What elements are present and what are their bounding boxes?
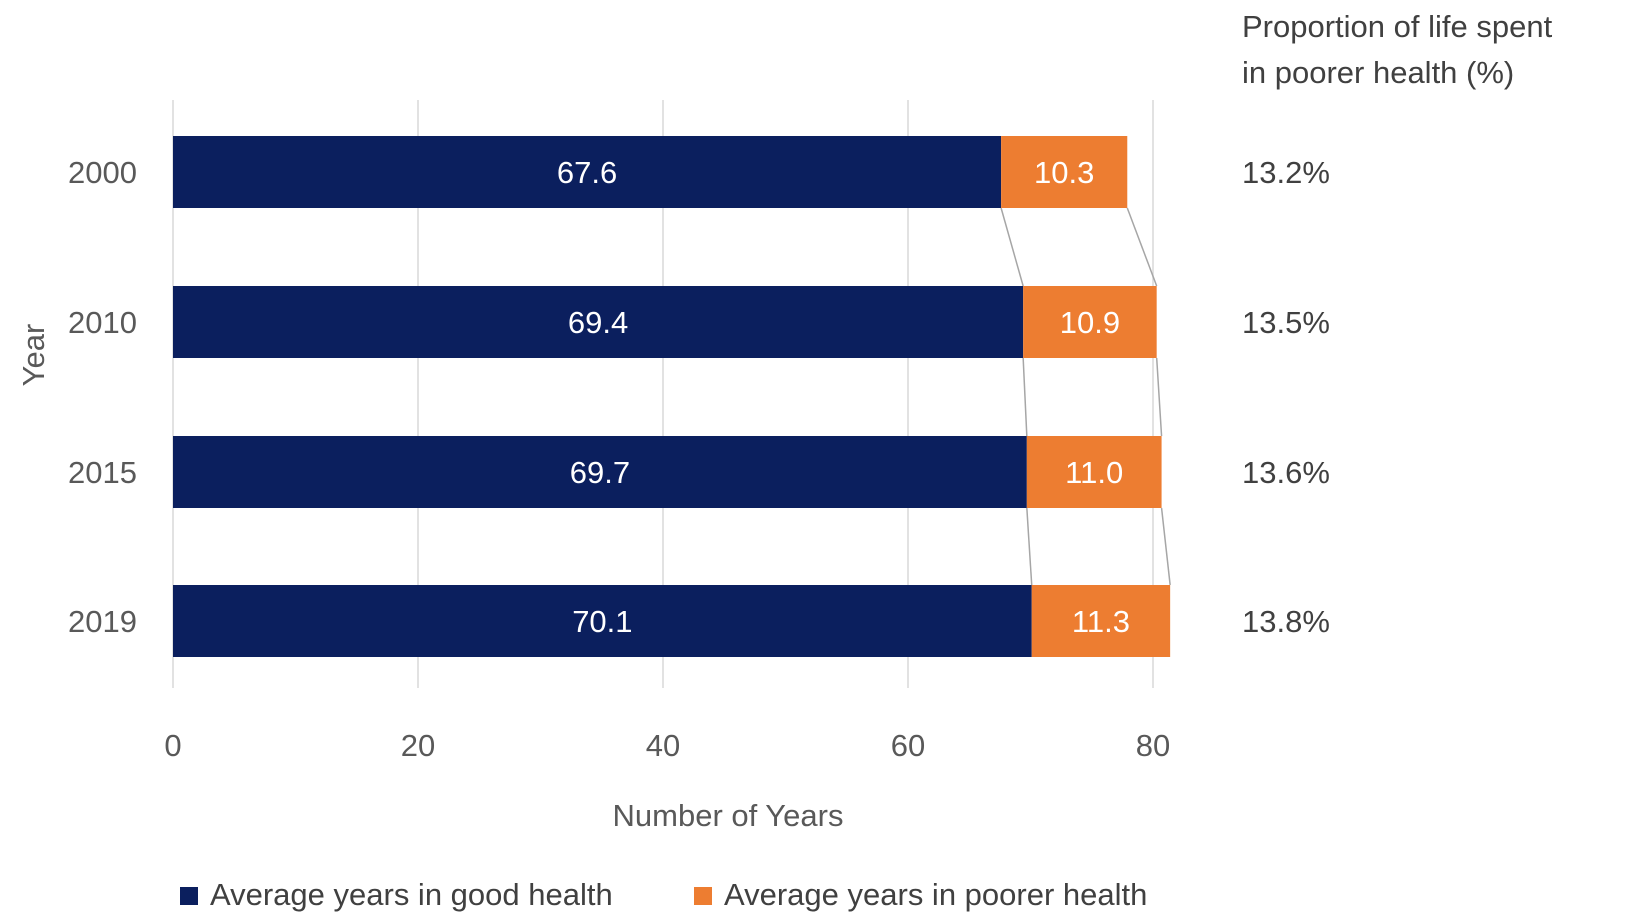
proportion-title-line-2: in poorer health (%)	[1242, 55, 1514, 90]
bar-poorer-health-2000	[1001, 136, 1128, 208]
bars	[173, 136, 1171, 657]
x-tick-label: 60	[891, 728, 925, 763]
x-tick-label: 40	[646, 728, 680, 763]
proportion-value: 13.2%	[1242, 155, 1330, 190]
connector-line	[1155, 357, 1163, 437]
bar-value-label: 69.7	[570, 455, 630, 490]
proportion-values: 13.2% 13.5% 13.6% 13.8%	[1242, 155, 1330, 639]
bar-connectors	[1000, 207, 1171, 586]
proportion-value: 13.6%	[1242, 455, 1330, 490]
bar-good-health-2010	[173, 286, 1024, 358]
x-tick-label: 0	[164, 728, 181, 763]
y-tick-labels: 2000 2010 2015 2019	[68, 155, 137, 639]
legend: Average years in good health Average yea…	[180, 877, 1147, 912]
legend-label-good-health: Average years in good health	[210, 877, 613, 912]
connector-line	[1026, 507, 1033, 586]
legend-label-poorer-health: Average years in poorer health	[724, 877, 1147, 912]
y-tick-label: 2015	[68, 455, 137, 490]
bar-value-label: 11.0	[1065, 455, 1123, 490]
bar-value-label: 67.6	[557, 155, 617, 190]
legend-swatch-good-health	[180, 887, 198, 905]
connector-line	[1000, 207, 1024, 287]
bar-good-health-2000	[173, 136, 1002, 208]
x-tick-label: 80	[1136, 728, 1170, 763]
y-axis-title: Year	[16, 324, 51, 387]
connector-line	[1160, 507, 1171, 586]
bar-value-label: 11.3	[1072, 604, 1130, 639]
bar-labels: 67.6 10.3 69.4 10.9 69.7 11.0 70.1 11.3	[557, 155, 1130, 639]
bar-good-health-2015	[173, 436, 1027, 508]
x-tick-label: 20	[401, 728, 435, 763]
x-axis-title: Number of Years	[613, 798, 844, 833]
bar-good-health-2019	[173, 585, 1032, 657]
bar-poorer-health-2015	[1026, 436, 1162, 508]
y-tick-label: 2019	[68, 604, 137, 639]
bar-poorer-health-2010	[1023, 286, 1157, 358]
bar-value-label: 10.3	[1034, 155, 1094, 190]
y-tick-label: 2000	[68, 155, 137, 190]
proportion-value: 13.5%	[1242, 305, 1330, 340]
proportion-title: Proportion of life spent in poorer healt…	[1242, 9, 1561, 90]
x-tick-labels: 0 20 40 60 80	[164, 728, 1170, 763]
bar-value-label: 69.4	[568, 305, 628, 340]
proportion-value: 13.8%	[1242, 604, 1330, 639]
bar-value-label: 70.1	[572, 604, 632, 639]
bar-value-label: 10.9	[1060, 305, 1120, 340]
bar-poorer-health-2019	[1031, 585, 1171, 657]
connector-line	[1022, 357, 1028, 437]
legend-swatch-poorer-health	[694, 887, 712, 905]
proportion-title-line-1: Proportion of life spent	[1242, 9, 1553, 44]
connector-line	[1126, 207, 1158, 287]
y-tick-label: 2010	[68, 305, 137, 340]
